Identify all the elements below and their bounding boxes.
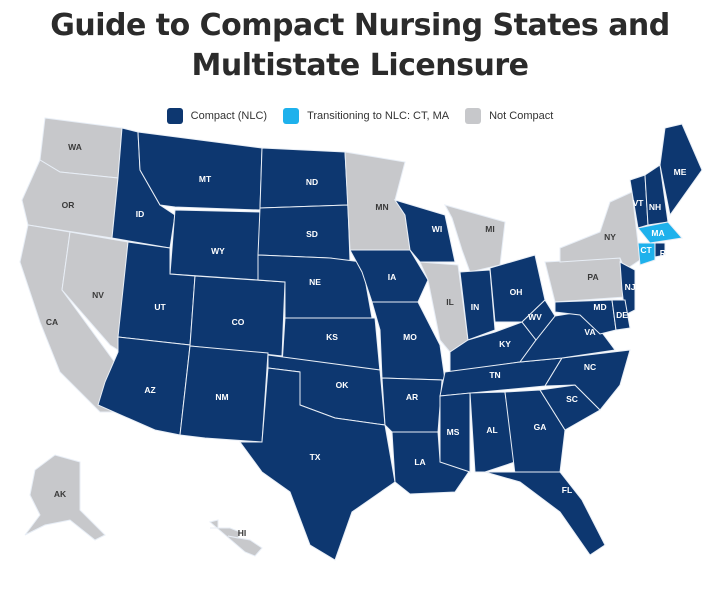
legend-swatch (465, 108, 482, 124)
state-label-sd: SD (306, 229, 318, 239)
state-mn (344, 151, 411, 251)
state-label-ak: AK (54, 489, 67, 499)
state-label-il: IL (446, 297, 454, 307)
state-label-ca: CA (46, 317, 58, 327)
state-sd (257, 204, 351, 263)
state-ar (381, 377, 443, 433)
page-title: Guide to Compact Nursing States and Mult… (0, 6, 720, 86)
state-label-va: VA (584, 327, 595, 337)
state-ms (439, 392, 471, 473)
state-label-ct: CT (640, 245, 652, 255)
state-label-fl: FL (562, 485, 572, 495)
state-nv (61, 231, 129, 351)
legend-label: Compact (NLC) (190, 110, 268, 122)
state-label-ri: RI (660, 248, 669, 258)
state-label-wy: WY (211, 246, 225, 256)
state-ct (637, 242, 656, 266)
state-la (391, 431, 471, 495)
state-nd (259, 147, 349, 209)
legend-not-compact: Not Compact (465, 108, 553, 124)
state-label-mo: MO (403, 332, 417, 342)
state-label-ny: NY (604, 232, 616, 242)
state-label-nv: NV (92, 290, 104, 300)
state-label-tn: TN (489, 370, 500, 380)
state-label-id: ID (136, 209, 145, 219)
state-label-co: CO (232, 317, 245, 327)
state-co (189, 275, 286, 357)
state-ak (24, 454, 106, 541)
state-label-de: DE (616, 310, 628, 320)
state-label-mn: MN (375, 202, 388, 212)
state-label-me: ME (674, 167, 687, 177)
state-in (459, 269, 496, 341)
legend: Compact (NLC) Transitioning to NLC: CT, … (0, 108, 720, 124)
title-line-2: Multistate Licensure (191, 48, 529, 83)
state-pa (544, 257, 626, 303)
state-mt (137, 131, 263, 211)
state-label-oh: OH (510, 287, 523, 297)
state-label-wa: WA (68, 142, 82, 152)
state-label-ga: GA (534, 422, 547, 432)
state-label-nj: NJ (625, 282, 636, 292)
state-ny (559, 191, 641, 271)
state-label-az: AZ (144, 385, 155, 395)
state-label-sc: SC (566, 394, 578, 404)
state-label-la: LA (414, 457, 425, 467)
state-de (611, 299, 631, 331)
legend-transitioning: Transitioning to NLC: CT, MA (283, 108, 449, 124)
state-label-ar: AR (406, 392, 418, 402)
state-label-in: IN (471, 302, 480, 312)
state-me (659, 123, 703, 217)
state-label-al: AL (486, 425, 497, 435)
state-label-ut: UT (154, 302, 166, 312)
state-label-nh: NH (649, 202, 661, 212)
legend-label: Not Compact (489, 110, 554, 122)
state-label-nd: ND (306, 177, 318, 187)
state-label-ia: IA (388, 272, 397, 282)
state-label-ne: NE (309, 277, 321, 287)
state-ri (654, 242, 666, 258)
state-label-wv: WV (528, 312, 542, 322)
state-ma (637, 221, 683, 244)
state-label-vt: VT (633, 198, 645, 208)
state-label-ky: KY (499, 339, 511, 349)
state-label-or: OR (62, 200, 75, 210)
state-label-ks: KS (326, 332, 338, 342)
legend-swatch (166, 108, 183, 124)
state-nm (179, 345, 269, 443)
state-label-mt: MT (199, 174, 212, 184)
state-hi (208, 519, 263, 557)
state-label-mi: MI (485, 224, 494, 234)
legend-compact: Compact (NLC) (166, 108, 268, 124)
legend-swatch (283, 108, 300, 124)
state-tx (239, 367, 396, 561)
state-label-ok: OK (336, 380, 350, 390)
state-label-hi: HI (238, 528, 247, 538)
state-label-nm: NM (215, 392, 228, 402)
state-label-tx: TX (310, 452, 321, 462)
legend-label: Transitioning to NLC: CT, MA (307, 110, 450, 122)
state-label-ma: MA (651, 228, 664, 238)
title-line-1: Guide to Compact Nursing States and (50, 8, 670, 43)
state-wv (521, 299, 556, 341)
state-al (469, 391, 516, 473)
state-wy (169, 209, 263, 281)
state-fl (484, 471, 606, 556)
state-label-wi: WI (432, 224, 442, 234)
state-ga (504, 389, 566, 475)
state-label-nc: NC (584, 362, 596, 372)
state-label-ms: MS (447, 427, 460, 437)
state-label-pa: PA (587, 272, 598, 282)
state-label-md: MD (593, 302, 606, 312)
